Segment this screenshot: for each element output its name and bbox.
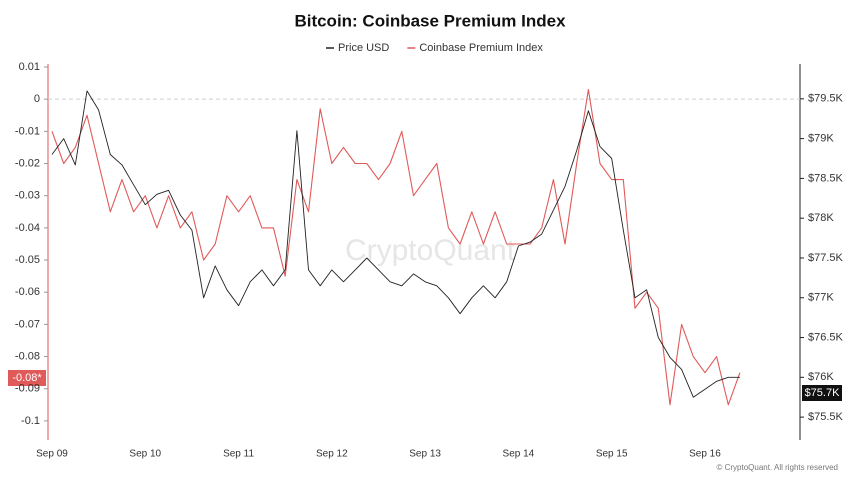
- premium-current: -0.08*: [12, 372, 42, 384]
- x-tick-label: Sep 14: [503, 449, 535, 460]
- x-tick-label: Sep 09: [36, 449, 68, 460]
- x-tick-label: Sep 11: [223, 449, 254, 460]
- premium-badge: [8, 370, 46, 386]
- y-tick-label: -0.03: [15, 190, 40, 202]
- x-tick-label: Sep 13: [409, 449, 441, 460]
- x-tick-label: Sep 16: [689, 449, 721, 460]
- watermark: CryptoQuant: [345, 234, 516, 267]
- y-tick-label: -0.02: [15, 157, 40, 169]
- y-tick-label: -0.1: [21, 415, 40, 427]
- y-tick-label: -0.01: [15, 125, 40, 137]
- y-tick-label: -0.06: [15, 286, 40, 298]
- y-tick-label: 0.01: [19, 61, 40, 73]
- price-badge: [802, 385, 842, 401]
- y2-tick-label: $77K: [808, 292, 834, 304]
- y-tick-label: -0.05: [15, 254, 40, 266]
- x-tick-label: Sep 15: [596, 449, 628, 460]
- y-tick-label: 0: [34, 93, 40, 105]
- price-current: $75.7K: [805, 387, 841, 399]
- x-tick-label: Sep 10: [129, 449, 161, 460]
- y-tick-label: -0.04: [15, 222, 40, 234]
- y2-tick-label: $79K: [808, 133, 834, 145]
- legend-label: Price USD: [338, 42, 389, 54]
- series-line: [51, 90, 740, 398]
- legend-label: Coinbase Premium Index: [419, 42, 543, 54]
- y2-tick-label: $75.5K: [808, 411, 844, 423]
- series-line: [51, 88, 741, 406]
- y2-tick-label: $78K: [808, 212, 834, 224]
- y2-tick-label: $77.5K: [808, 252, 844, 264]
- y-tick-label: -0.07: [15, 318, 40, 330]
- y-tick-label: -0.09: [15, 383, 40, 395]
- y-tick-label: -0.08: [15, 350, 40, 362]
- x-tick-label: Sep 12: [316, 449, 348, 460]
- footer: © CryptoQuant. All rights reserved: [717, 463, 839, 472]
- y2-tick-label: $76.5K: [808, 331, 844, 343]
- chart-title: Bitcoin: Coinbase Premium Index: [294, 11, 566, 30]
- y2-tick-label: $79.5K: [808, 93, 844, 105]
- y2-tick-label: $76K: [808, 371, 834, 383]
- y2-tick-label: $78.5K: [808, 172, 844, 184]
